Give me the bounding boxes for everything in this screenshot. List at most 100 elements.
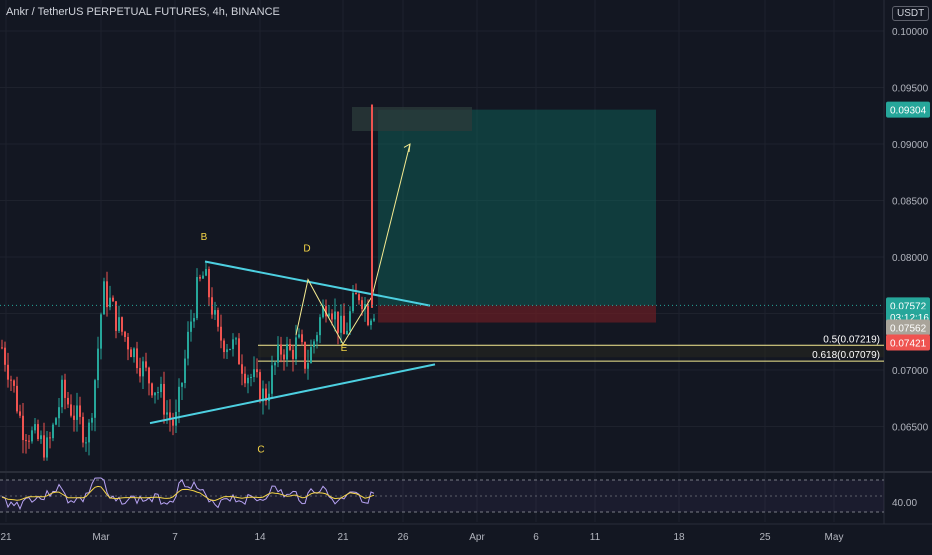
time-axis-label: 7	[172, 532, 178, 543]
candle-body	[88, 423, 90, 443]
candle-body	[55, 418, 57, 424]
candle-body	[73, 416, 75, 420]
candle-body	[37, 424, 39, 439]
candle-body	[256, 369, 258, 372]
candle-body	[130, 349, 132, 357]
candle-body	[361, 300, 363, 309]
candle-body	[94, 380, 96, 418]
candle-body	[280, 344, 282, 354]
stop-zone[interactable]	[378, 305, 656, 322]
candle-body	[334, 312, 336, 320]
candle-body	[145, 361, 147, 367]
candle-body	[16, 386, 18, 411]
candle-body	[109, 298, 111, 307]
candle-body	[331, 313, 333, 319]
candle-body	[100, 314, 102, 348]
candle-body	[208, 269, 210, 297]
candle-body	[259, 372, 261, 401]
candle-body	[226, 349, 228, 352]
candle-body	[172, 420, 174, 426]
wave-label: D	[303, 243, 310, 254]
candle-body	[232, 339, 234, 349]
candle-body	[97, 349, 99, 381]
candle-body	[277, 344, 279, 362]
wave-label: C	[257, 444, 264, 455]
candle-body	[211, 297, 213, 314]
candle-body	[19, 411, 21, 415]
candle-body	[43, 435, 45, 457]
candle-body	[310, 347, 312, 363]
candle-body	[370, 321, 372, 326]
candle-body	[118, 317, 120, 331]
currency-button[interactable]: USDT	[892, 6, 929, 21]
candle-body	[154, 392, 156, 395]
candle-body	[241, 364, 243, 373]
candle-body	[25, 440, 27, 441]
price-axis-label: 0.07000	[892, 366, 929, 377]
candle-body	[10, 380, 12, 381]
candle-body	[193, 318, 195, 321]
candle-body	[220, 327, 222, 341]
candle-body	[355, 293, 357, 294]
candle-body	[163, 384, 165, 415]
lower-trendline[interactable]	[150, 364, 435, 423]
candle-body	[139, 368, 141, 376]
candle-body	[52, 425, 54, 439]
candle-body	[1, 347, 3, 348]
candle-body	[4, 348, 6, 365]
time-axis-label: Apr	[469, 532, 485, 543]
candle-body	[28, 441, 30, 442]
candle-body	[274, 363, 276, 366]
candle-body	[367, 304, 369, 325]
price-axis-label: 0.06500	[892, 423, 929, 434]
candle-body	[313, 341, 315, 347]
candle-body	[136, 348, 138, 368]
price-axis-label: 0.08000	[892, 253, 929, 264]
price-axis-label: 0.08500	[892, 197, 929, 208]
price-tag-label: 0.09304	[890, 106, 927, 117]
target-zone[interactable]	[378, 110, 656, 306]
fib-level-label: 0.5(0.07219)	[823, 334, 880, 345]
price-tag-label: 0.07562	[890, 324, 927, 335]
candle-body	[295, 337, 297, 359]
candle-body	[124, 332, 126, 337]
candle-body	[127, 337, 129, 349]
candle-body	[340, 316, 342, 333]
candle-body	[187, 332, 189, 359]
candle-body	[178, 387, 180, 412]
candle-body	[103, 281, 105, 314]
candle-body	[61, 380, 63, 407]
candle-body	[85, 442, 87, 443]
time-axis-label: 21	[0, 532, 12, 543]
candle-body	[22, 416, 24, 440]
fib-zone	[258, 345, 884, 357]
candle-body	[229, 349, 231, 350]
candle-body	[64, 380, 66, 398]
candle-body	[358, 294, 360, 300]
time-axis-label: 14	[254, 532, 266, 543]
candle-body	[142, 361, 144, 376]
candle-body	[160, 384, 162, 392]
candle-body	[82, 417, 84, 443]
candle-body	[133, 348, 135, 357]
candle-body	[301, 334, 303, 342]
time-axis-label: 18	[673, 532, 685, 543]
candle-body	[202, 276, 204, 279]
candle-body	[148, 368, 150, 384]
candle-body	[46, 437, 48, 457]
candle-body	[7, 365, 9, 380]
time-axis-label: Mar	[92, 532, 110, 543]
candle-body	[214, 310, 216, 315]
candle-body	[106, 281, 108, 307]
candle-body	[112, 298, 114, 302]
candle-body	[58, 407, 60, 418]
wave-label: E	[341, 343, 348, 354]
wave-label: B	[201, 232, 208, 243]
candle-body	[199, 277, 201, 279]
candle-body	[304, 342, 306, 369]
candle-body	[49, 437, 51, 438]
candle-body	[337, 312, 339, 333]
price-axis-label: 0.09000	[892, 140, 929, 151]
